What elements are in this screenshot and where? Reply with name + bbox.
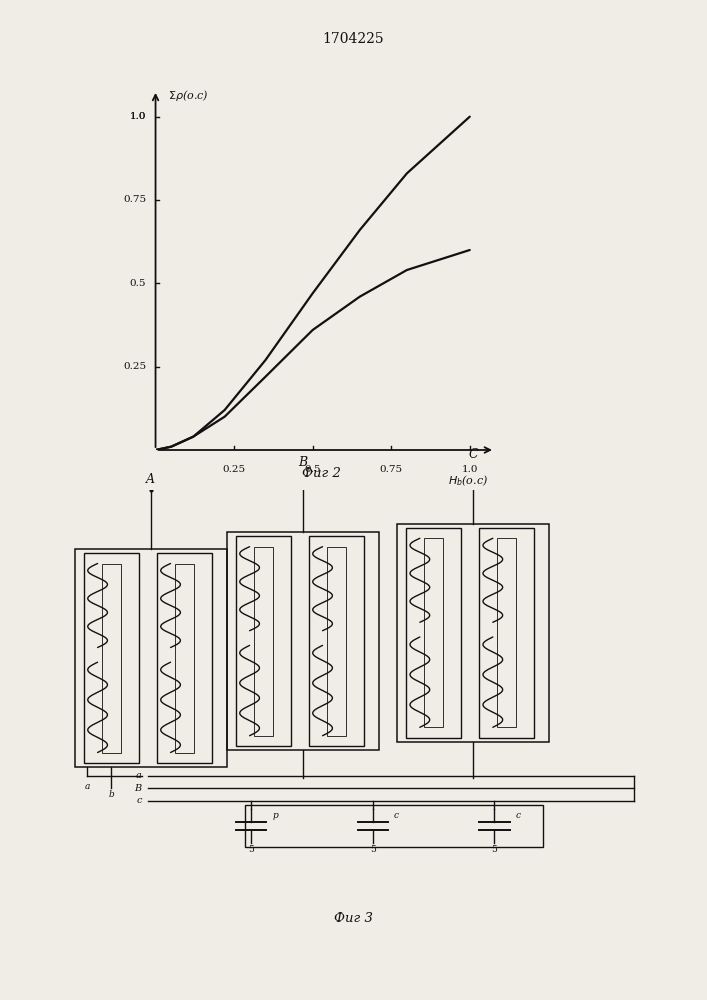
Text: c: c xyxy=(394,811,399,820)
Text: $\Sigma\rho$(o.c): $\Sigma\rho$(o.c) xyxy=(168,88,209,103)
Bar xyxy=(102,564,121,752)
Bar xyxy=(327,547,346,736)
Text: 0.25: 0.25 xyxy=(123,362,146,371)
Text: a: a xyxy=(136,771,141,780)
Text: c: c xyxy=(136,796,141,805)
Bar xyxy=(254,547,273,736)
Bar xyxy=(397,524,549,742)
Text: 1.0: 1.0 xyxy=(129,112,146,121)
Text: a: a xyxy=(84,782,90,791)
Bar xyxy=(227,532,379,750)
Text: 1.0: 1.0 xyxy=(462,465,478,474)
Text: 5: 5 xyxy=(248,845,254,854)
Text: 1704225: 1704225 xyxy=(322,32,385,46)
Bar xyxy=(84,553,139,763)
Text: 0.75: 0.75 xyxy=(380,465,403,474)
Bar xyxy=(497,538,516,727)
Bar xyxy=(236,536,291,746)
Text: c: c xyxy=(515,811,520,820)
Text: 0.5: 0.5 xyxy=(305,465,321,474)
Bar xyxy=(157,553,211,763)
Text: 0.75: 0.75 xyxy=(123,196,146,205)
Text: C: C xyxy=(468,448,478,461)
Bar xyxy=(424,538,443,727)
Text: B: B xyxy=(298,456,308,469)
Bar xyxy=(75,549,227,767)
Text: b: b xyxy=(108,790,114,799)
Text: p: p xyxy=(272,811,278,820)
Text: B: B xyxy=(134,784,141,793)
Text: 5: 5 xyxy=(370,845,375,854)
Bar xyxy=(406,528,461,738)
Text: 1.0: 1.0 xyxy=(129,112,146,121)
Text: Фиг 3: Фиг 3 xyxy=(334,912,373,925)
Text: Фиг 2: Фиг 2 xyxy=(303,467,341,480)
Bar xyxy=(479,528,534,738)
Text: 0.5: 0.5 xyxy=(129,279,146,288)
Text: $H_b$(o.c): $H_b$(o.c) xyxy=(448,473,489,488)
Text: 0.25: 0.25 xyxy=(223,465,245,474)
Text: A: A xyxy=(146,473,156,486)
Bar xyxy=(175,564,194,752)
Bar xyxy=(245,805,543,847)
Text: 5: 5 xyxy=(491,845,497,854)
Bar xyxy=(309,536,363,746)
